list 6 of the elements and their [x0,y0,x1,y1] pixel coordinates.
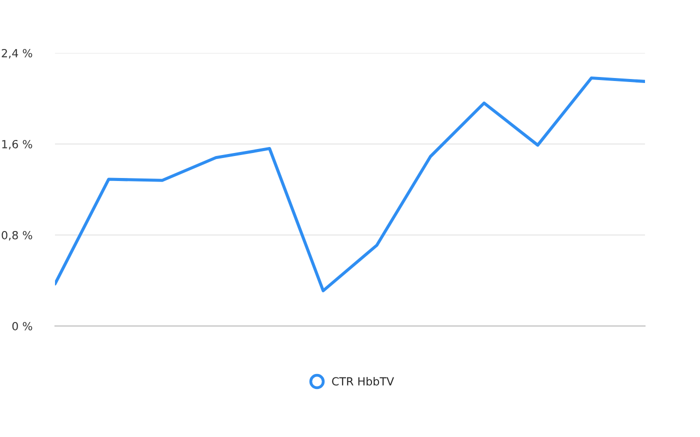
y-tick-label: 1,6 % [2,140,32,150]
y-tick-label: 0 % [12,322,32,330]
y-tick-label: 0,8 % [2,230,32,241]
line-series [55,76,645,292]
legend-label: CTR HbbTV [332,376,394,386]
y-tick-label: 2,4 % [2,48,32,59]
